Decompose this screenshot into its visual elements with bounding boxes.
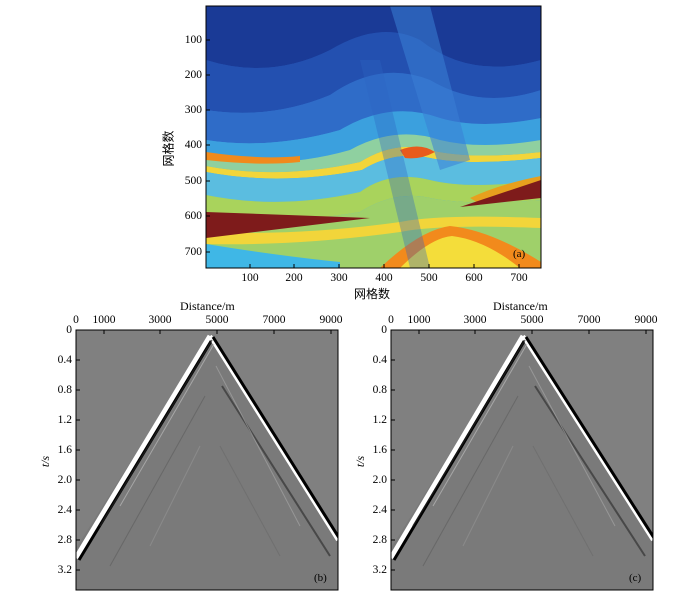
b-ytick: 3.2 xyxy=(57,564,72,576)
a-xtick: 600 xyxy=(465,272,483,284)
b-xtick: 7000 xyxy=(262,314,286,326)
b-ytick: 2.8 xyxy=(57,534,72,546)
c-xtick: 9000 xyxy=(634,314,658,326)
b-xtick: 3000 xyxy=(148,314,172,326)
a-ytick: 100 xyxy=(184,34,202,46)
a-xlabel: 网格数 xyxy=(354,287,391,301)
c-xlabel: Distance/m xyxy=(493,299,548,313)
b-ytick: 1.2 xyxy=(57,414,72,426)
a-ylabel: 网格数 xyxy=(161,130,176,167)
a-ytick: 400 xyxy=(184,139,202,151)
c-ytick: 0.4 xyxy=(372,354,387,366)
a-xtick: 300 xyxy=(330,272,348,284)
c-xtick: 1000 xyxy=(407,314,431,326)
c-xtick: 7000 xyxy=(577,314,601,326)
c-xtick: 5000 xyxy=(520,314,544,326)
a-panel-tag: (a) xyxy=(513,248,526,260)
b-panel-tag: (b) xyxy=(314,572,327,584)
c-ytick: 2.0 xyxy=(372,474,387,486)
c-ylabel: t/s xyxy=(353,455,368,468)
b-ytick: 2.0 xyxy=(57,474,72,486)
c-xtick: 0 xyxy=(388,314,394,326)
b-xtick: 0 xyxy=(73,314,79,326)
c-ytick: 1.2 xyxy=(372,414,387,426)
velocity-model-panel: 100 200 300 400 500 600 700 100 200 300 … xyxy=(0,0,681,300)
a-ytick: 700 xyxy=(184,246,202,258)
a-xtick: 200 xyxy=(285,272,303,284)
b-xtick: 9000 xyxy=(319,314,343,326)
shot-gather-c-panel: Distance/m 0 1000 3000 5000 7000 9000 0 … xyxy=(315,296,681,603)
b-xlabel: Distance/m xyxy=(180,299,235,313)
b-ytick: 0.8 xyxy=(57,384,72,396)
c-ytick: 0 xyxy=(381,324,387,336)
c-ytick: 0.8 xyxy=(372,384,387,396)
shot-gather-c-image xyxy=(390,329,654,591)
velocity-model-image xyxy=(205,5,542,269)
b-ytick: 0 xyxy=(66,324,72,336)
c-panel-tag: (c) xyxy=(629,572,642,584)
a-xtick: 500 xyxy=(420,272,438,284)
c-ytick: 1.6 xyxy=(372,444,387,456)
b-xtick: 5000 xyxy=(205,314,229,326)
shot-gather-b-image xyxy=(75,329,339,591)
b-xtick: 1000 xyxy=(92,314,116,326)
a-ytick: 200 xyxy=(184,69,202,81)
b-ytick: 0.4 xyxy=(57,354,72,366)
c-ytick: 2.4 xyxy=(372,504,387,516)
a-ytick: 600 xyxy=(184,210,202,222)
b-ytick: 2.4 xyxy=(57,504,72,516)
b-ylabel: t/s xyxy=(38,455,53,468)
c-ytick: 3.2 xyxy=(372,564,387,576)
a-xtick: 400 xyxy=(375,272,393,284)
a-ytick: 300 xyxy=(184,104,202,116)
a-xtick: 100 xyxy=(241,272,259,284)
c-ytick: 2.8 xyxy=(372,534,387,546)
c-xtick: 3000 xyxy=(463,314,487,326)
shot-gather-b-panel: Distance/m 0 1000 3000 5000 7000 9000 0 … xyxy=(0,296,345,603)
a-ytick: 500 xyxy=(184,175,202,187)
b-ytick: 1.6 xyxy=(57,444,72,456)
a-xtick: 700 xyxy=(510,272,528,284)
